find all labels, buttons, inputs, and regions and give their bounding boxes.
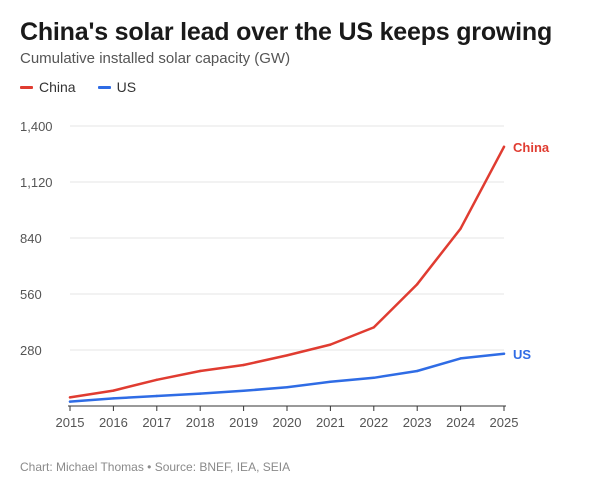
data-point-china xyxy=(372,326,375,329)
series-line-china xyxy=(68,145,506,399)
data-point-china xyxy=(502,145,506,148)
x-tick-label: 2020 xyxy=(273,415,302,430)
end-label-us: US xyxy=(513,347,531,362)
data-point-china xyxy=(155,378,158,381)
chart-subtitle: Cumulative installed solar capacity (GW) xyxy=(20,50,291,67)
y-tick-label: 1,120 xyxy=(20,175,53,190)
legend-item-us: US xyxy=(97,79,137,95)
data-point-china xyxy=(459,227,462,230)
data-point-us xyxy=(459,357,462,360)
x-tick-label: 2016 xyxy=(99,415,128,430)
y-tick-label: 560 xyxy=(20,287,42,302)
data-point-china xyxy=(68,396,72,399)
legend-label-us: US xyxy=(116,79,137,95)
y-tick-label: 280 xyxy=(20,343,42,358)
y-tick-label: 1,400 xyxy=(20,119,53,134)
x-tick-label: 2017 xyxy=(142,415,171,430)
data-point-us xyxy=(199,392,202,395)
x-tick-label: 2025 xyxy=(490,415,519,430)
data-point-china xyxy=(199,369,202,373)
data-point-us xyxy=(242,389,245,392)
data-point-china xyxy=(112,389,115,392)
series-line-us xyxy=(68,352,506,403)
legend-swatch-china xyxy=(20,85,33,89)
x-tick-label: 2019 xyxy=(229,415,258,430)
chart-title: China's solar lead over the US keeps gro… xyxy=(20,18,553,46)
data-point-china xyxy=(242,363,245,367)
data-point-us xyxy=(68,400,72,403)
chart-footer: Chart: Michael Thomas • Source: BNEF, IE… xyxy=(20,460,291,474)
x-tick-label: 2018 xyxy=(186,415,215,430)
data-point-china xyxy=(416,283,419,286)
data-point-china xyxy=(285,354,289,357)
y-tick-label: 840 xyxy=(20,231,42,246)
data-point-us xyxy=(285,386,289,389)
x-tick-label: 2024 xyxy=(446,415,475,430)
data-point-us xyxy=(502,352,506,355)
data-point-us xyxy=(155,394,158,398)
legend-swatch-us xyxy=(97,85,111,89)
end-label-china: China xyxy=(513,140,550,155)
data-point-us xyxy=(372,376,375,379)
legend-label-china: China xyxy=(39,79,76,95)
x-tick-label: 2021 xyxy=(316,415,345,430)
data-point-us xyxy=(112,397,115,400)
x-tick-label: 2023 xyxy=(403,415,432,430)
chart-legend: China US xyxy=(20,79,136,95)
legend-item-china: China xyxy=(20,79,76,95)
x-tick-label: 2015 xyxy=(56,415,85,430)
data-point-china xyxy=(329,343,332,346)
data-point-us xyxy=(416,369,419,373)
data-point-us xyxy=(329,380,332,383)
x-tick-label: 2022 xyxy=(359,415,388,430)
